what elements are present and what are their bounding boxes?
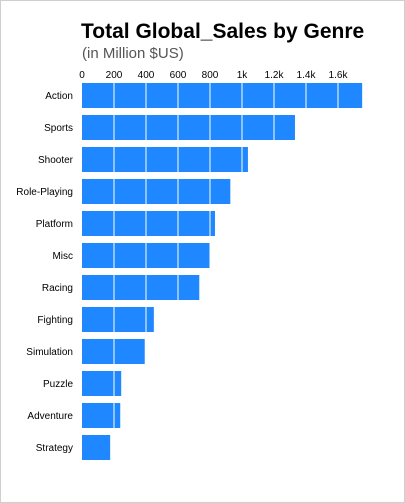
category-label: Role-Playing [16, 187, 73, 198]
category-label: Adventure [27, 411, 73, 422]
category-label: Shooter [38, 155, 74, 166]
bars [82, 83, 363, 460]
bar-fighting [82, 307, 154, 332]
category-label: Misc [52, 251, 73, 262]
category-labels: Action Sports Shooter Role-Playing Platform M… [16, 91, 73, 454]
x-tick-label: 1.4k [297, 70, 317, 81]
category-label: Simulation [26, 347, 73, 358]
category-label: Action [45, 91, 73, 102]
x-tick-label: 200 [106, 70, 123, 81]
gridlines [113, 83, 339, 460]
bar-racing [82, 275, 200, 300]
bar-platform [82, 211, 215, 236]
chart-title: Total Global_Sales by Genre [81, 20, 365, 43]
bar-simulation [82, 339, 145, 364]
bar-puzzle [82, 371, 122, 396]
x-tick-label: 1.6k [329, 70, 349, 81]
x-axis-ticks: 0 200 400 600 800 1k 1.2k 1.4k 1.6k [79, 70, 348, 81]
bar-shooter [82, 147, 248, 172]
bar-action [82, 83, 363, 108]
x-tick-label: 0 [79, 70, 85, 81]
x-tick-label: 1k [237, 70, 249, 81]
bar-strategy [82, 435, 111, 460]
x-tick-label: 1.2k [265, 70, 285, 81]
category-label: Platform [36, 219, 73, 230]
bar-adventure [82, 403, 121, 428]
category-label: Puzzle [43, 379, 73, 390]
category-label: Racing [42, 283, 73, 294]
category-label: Sports [44, 123, 73, 134]
bar-role-playing [82, 179, 231, 204]
x-tick-label: 400 [138, 70, 155, 81]
bar-sports [82, 115, 295, 140]
x-tick-label: 600 [170, 70, 187, 81]
category-label: Strategy [36, 443, 73, 454]
category-label: Fighting [37, 315, 73, 326]
chart-subtitle: (in Million $US) [82, 45, 184, 62]
x-tick-label: 800 [202, 70, 219, 81]
